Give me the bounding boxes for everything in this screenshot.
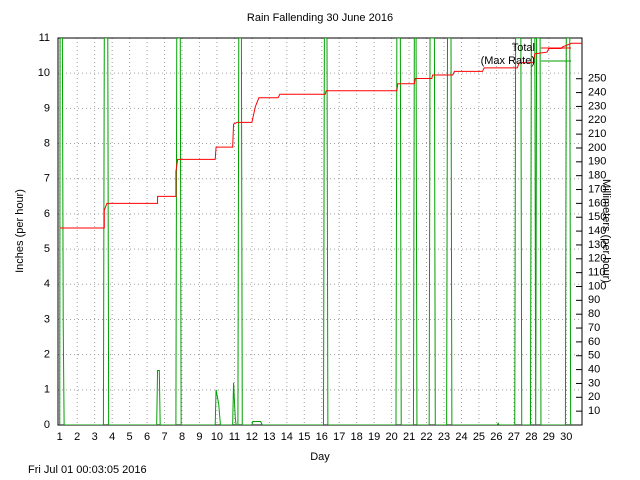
x-tick-label: 13 [263, 431, 275, 443]
y2-tick-label: 170 [588, 183, 606, 195]
legend-label: (Max Rate) [481, 55, 535, 67]
x-tick-label: 3 [92, 431, 98, 443]
x-tick-label: 5 [127, 431, 133, 443]
x-tick-label: 16 [316, 431, 328, 443]
y-tick-label: 5 [44, 243, 50, 255]
plot-area [59, 38, 582, 425]
y2-tick-label: 40 [588, 364, 600, 376]
y-tick-label: 8 [44, 137, 50, 149]
y2-tick-label: 90 [588, 294, 600, 306]
y-tick-label: 9 [44, 102, 50, 114]
y2-tick-label: 190 [588, 156, 606, 168]
y2-tick-label: 250 [588, 73, 606, 85]
data-line [59, 42, 582, 229]
y2-tick-label: 150 [588, 211, 606, 223]
y2-tick-label: 240 [588, 86, 606, 98]
y2-axis-label: Millimeters (per hour) [600, 179, 612, 283]
x-tick-label: 4 [109, 431, 115, 443]
data-line [59, 38, 572, 425]
x-tick-label: 10 [211, 431, 223, 443]
y2-tick-label: 230 [588, 100, 606, 112]
y2-tick-label: 20 [588, 391, 600, 403]
y2-tick-label: 30 [588, 377, 600, 389]
y2-tick-label: 140 [588, 225, 606, 237]
x-tick-label: 21 [403, 431, 415, 443]
y2-tick-label: 210 [588, 128, 606, 140]
x-tick-label: 17 [333, 431, 345, 443]
x-tick-label: 8 [179, 431, 185, 443]
y2-tick-label: 160 [588, 197, 606, 209]
y-tick-label: 7 [44, 173, 50, 185]
y-tick-label: 10 [38, 67, 50, 79]
y2-tick-label: 110 [588, 267, 606, 279]
y2-tick-label: 130 [588, 239, 606, 251]
x-tick-label: 28 [525, 431, 537, 443]
y-tick-label: 1 [44, 384, 50, 396]
y2-tick-label: 50 [588, 350, 600, 362]
footer-timestamp: Fri Jul 01 00:03:05 2016 [28, 464, 147, 476]
y2-tick-label: 120 [588, 253, 606, 265]
y-tick-label: 0 [44, 419, 50, 431]
x-tick-label: 30 [560, 431, 572, 443]
y2-tick-label: 180 [588, 170, 606, 182]
plot-frame [57, 37, 583, 426]
x-tick-label: 29 [543, 431, 555, 443]
y-tick-label: 2 [44, 349, 50, 361]
y2-tick-label: 220 [588, 114, 606, 126]
y-tick-label: 4 [44, 278, 50, 290]
chart-title: Rain Fallending 30 June 2016 [247, 12, 393, 24]
x-tick-label: 23 [438, 431, 450, 443]
x-tick-label: 15 [298, 431, 310, 443]
y2-tick-label: 200 [588, 142, 606, 154]
y-axis-label: Inches (per hour) [14, 189, 26, 273]
x-tick-label: 25 [473, 431, 485, 443]
x-tick-label: 11 [229, 431, 240, 443]
x-axis-label: Day [310, 451, 330, 463]
x-tick-label: 1 [57, 431, 63, 443]
y2-tick-label: 70 [588, 322, 600, 334]
x-tick-label: 27 [508, 431, 520, 443]
y-tick-label: 11 [39, 32, 50, 44]
x-tick-label: 12 [246, 431, 258, 443]
y2-tick-label: 60 [588, 336, 600, 348]
x-tick-label: 6 [144, 431, 150, 443]
x-tick-label: 9 [196, 431, 202, 443]
legend-label: Total [512, 42, 535, 54]
x-tick-label: 24 [455, 431, 467, 443]
x-tick-label: 14 [281, 431, 293, 443]
x-tick-label: 2 [74, 431, 80, 443]
y-tick-label: 6 [44, 208, 50, 220]
x-tick-label: 26 [490, 431, 502, 443]
y2-tick-label: 100 [588, 280, 606, 292]
x-tick-label: 19 [368, 431, 380, 443]
y-tick-label: 3 [44, 313, 50, 325]
x-tick-label: 20 [385, 431, 397, 443]
x-tick-label: 22 [420, 431, 432, 443]
x-tick-label: 7 [161, 431, 167, 443]
y2-tick-label: 10 [588, 405, 600, 417]
y2-tick-label: 80 [588, 308, 600, 320]
x-tick-label: 18 [351, 431, 363, 443]
